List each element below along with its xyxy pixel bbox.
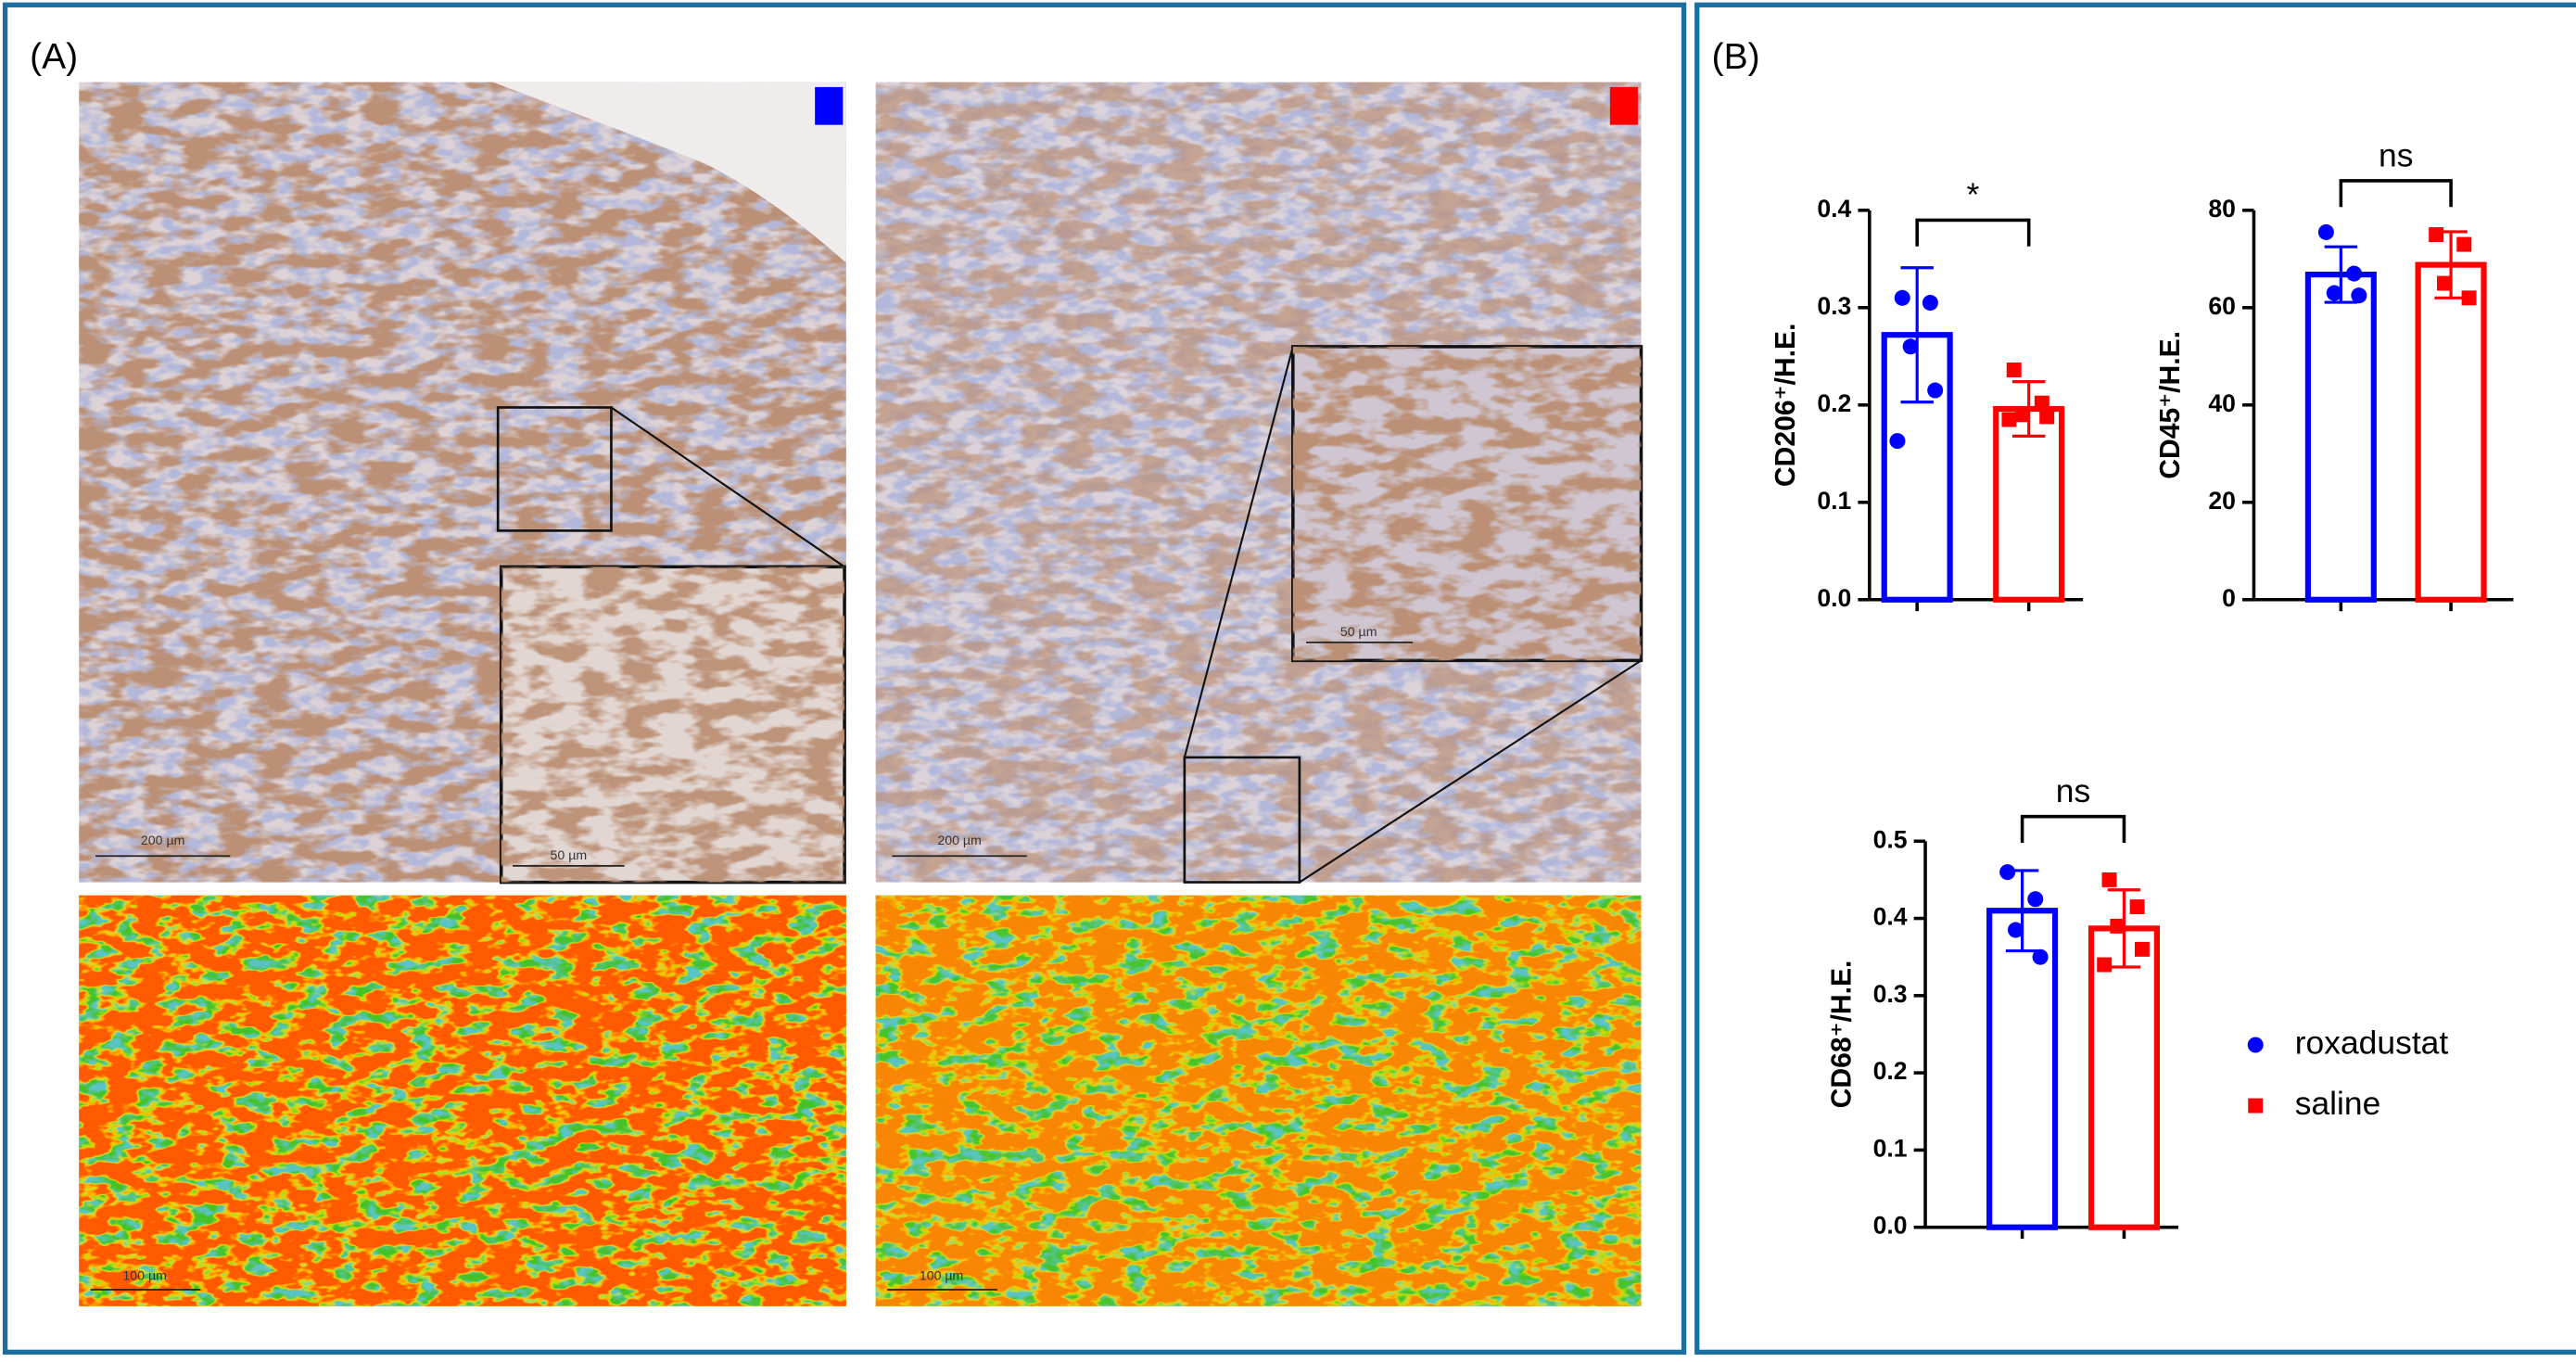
significance-label: ns [2056,772,2090,809]
y-tick-label: 0.4 [1817,195,1851,223]
heatmap-image [79,895,846,1306]
y-tick-label: 0.4 [1873,903,1908,931]
data-point [2317,223,2334,240]
y-tick-label: 0.2 [1817,389,1851,417]
y-tick-label: 0.5 [1873,825,1908,853]
data-point [2032,948,2049,965]
y-tick-label: 0 [2222,584,2236,612]
scale-bar-label: 100 µm [920,1269,964,1284]
significance-bracket [2339,179,2453,208]
y-tick-label: 0.0 [1817,584,1851,612]
data-point [1889,433,1906,450]
y-axis-label: CD68⁺/H.E. [1826,961,1857,1109]
data-point [2429,227,2444,243]
data-point [2006,363,2022,377]
significance-label: ns [2379,136,2413,173]
bar [2415,261,2487,603]
data-point [2034,395,2049,411]
data-point [2097,957,2113,973]
data-point [2007,922,2024,938]
panel-a-frame [2,2,1687,1356]
data-point [1922,295,1938,312]
scale-bar-label: 200 µm [937,834,982,848]
heatmap-image [875,895,1642,1306]
data-point [2326,285,2342,301]
data-point [2351,287,2367,304]
significance-bracket [1915,218,2031,247]
significance-bracket [2020,814,2126,844]
panel-b-frame [1694,2,2576,1356]
y-axis-label: CD45⁺/H.E. [2155,331,2186,479]
data-point [2134,941,2150,957]
data-point [2110,918,2126,934]
data-point [2027,891,2044,908]
data-point [1927,382,1944,399]
data-point [1999,864,2016,881]
scale-bar-label: 50 µm [551,848,588,863]
y-tick-label: 0.2 [1873,1057,1908,1085]
y-tick-label: 80 [2208,195,2236,223]
data-point [2001,412,2017,427]
data-point [2129,899,2145,915]
data-point [2461,290,2477,306]
y-tick-label: 0.0 [1873,1212,1908,1240]
y-tick-label: 60 [2208,292,2236,320]
legend-marker [2248,1098,2264,1114]
scale-bar-label: 50 µm [1340,625,1377,640]
scale-bar-label: 100 µm [122,1269,167,1284]
histology-image [875,82,1643,884]
data-point [2346,265,2363,282]
data-point [1902,338,1919,355]
legend-marker [2247,1037,2264,1053]
bar [2304,272,2377,603]
data-point [2437,275,2452,291]
y-tick-label: 0.3 [1873,980,1908,1008]
data-point [2101,872,2117,887]
panel-label: (B) [1712,37,1760,77]
bar [2087,925,2160,1230]
scale-bar-label: 200 µm [141,834,185,848]
y-tick-label: 0.1 [1873,1134,1908,1162]
y-tick-label: 0.3 [1817,292,1851,320]
bar [1993,405,2065,603]
data-point [2456,236,2472,252]
y-axis-label: CD206⁺/H.E. [1770,324,1801,488]
y-tick-label: 20 [2208,487,2236,515]
y-tick-label: 40 [2208,389,2236,417]
panel-label: (A) [30,37,78,77]
histology-image [79,82,846,885]
data-point [2039,409,2055,425]
data-point [2014,407,2030,423]
legend-label: roxadustat [2295,1024,2449,1061]
y-tick-label: 0.1 [1817,487,1851,515]
data-point [1894,289,1910,306]
significance-label: * [1967,176,1980,213]
legend-label: saline [2295,1085,2381,1122]
